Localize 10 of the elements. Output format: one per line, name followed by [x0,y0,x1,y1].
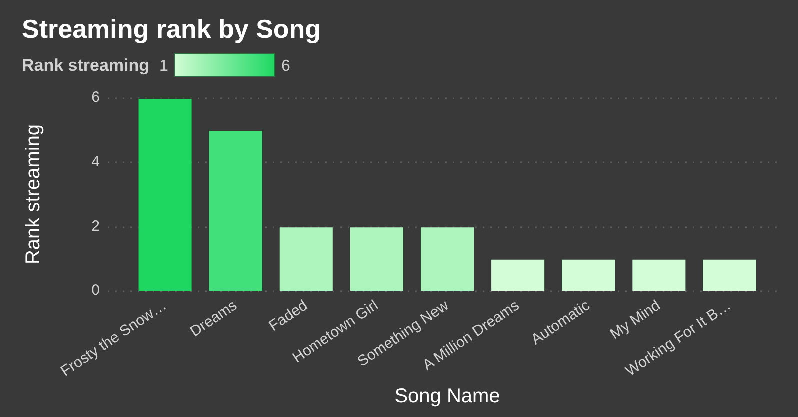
color-bar-label: 1 [160,58,169,75]
y-tick-label: 2 [92,218,100,235]
color-bar-title: Rank streaming [22,56,150,75]
x-axis-title: Song Name [394,386,500,408]
y-tick-label: 0 [92,282,100,300]
y-tick-label: 4 [92,153,100,170]
color-bar-label: 6 [281,58,290,75]
chart-title: Streaming rank by Song [22,14,322,44]
y-axis-title: Rank streaming [22,124,45,265]
y-tick-label: 6 [92,89,100,106]
